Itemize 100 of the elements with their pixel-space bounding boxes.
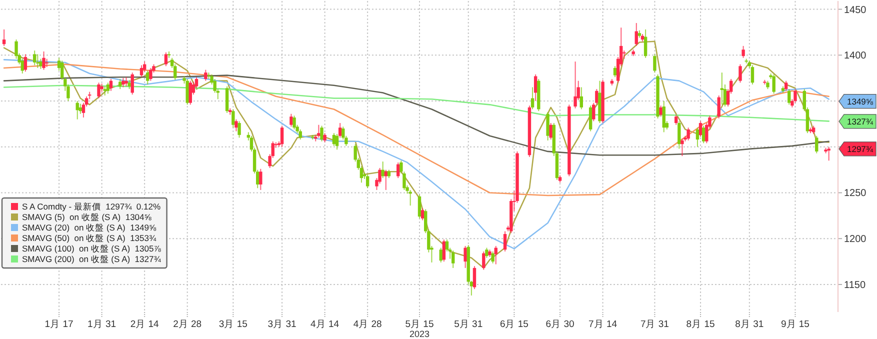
candlestick (232, 108, 235, 128)
candlestick (128, 79, 131, 90)
x-tick-label: 5月 15 (405, 319, 434, 330)
candlestick (188, 80, 192, 106)
legend-label: SMAVG (200) on 收盤 (S A) 1327¾ (22, 254, 162, 264)
candlestick (234, 118, 238, 132)
legend-label: SMAVG (20) on 收盤 (S A) 1349⅝ (22, 222, 157, 232)
tag: 1349⅝ (838, 94, 876, 109)
candlestick (225, 86, 229, 114)
candlestick (482, 250, 486, 270)
x-tick-label: 1月 17 (44, 319, 74, 330)
y-tick-label: 1150 (844, 280, 866, 291)
candlestick (442, 239, 446, 262)
annotation: 1327¾ (847, 116, 874, 126)
candlestick (33, 50, 36, 66)
candlestick (106, 82, 110, 94)
candlestick (827, 146, 830, 162)
candlestick (418, 194, 422, 219)
candlestick (204, 69, 208, 82)
candlestick (784, 80, 788, 92)
legend-label: SMAVG (50) on 收盤 (S A) 1353¾ (22, 233, 157, 243)
candlestick (122, 78, 125, 88)
candlestick (742, 45, 745, 58)
x-tick-label: 4月 28 (353, 319, 382, 330)
candlestick (702, 125, 706, 144)
annotation: 1349⅝ (847, 96, 874, 106)
candlestick (613, 66, 617, 78)
candlestick (146, 70, 150, 85)
candlestick (36, 54, 40, 68)
candlestick (452, 250, 455, 268)
candlestick (580, 86, 583, 110)
candlestick (595, 88, 598, 106)
candlestick (42, 50, 46, 70)
candlestick (97, 82, 100, 99)
candlestick (396, 162, 400, 179)
y-tick-label: 1250 (844, 188, 867, 200)
y-tick-label: 1450 (844, 4, 867, 16)
candlestick (292, 115, 296, 130)
x-tick-label: 2月 14 (130, 319, 159, 330)
tag: 1297¾ (838, 142, 876, 156)
x-tick-label: 5月 31 (454, 319, 483, 330)
candlestick (530, 86, 534, 110)
candlestick (381, 161, 384, 179)
candlestick (439, 247, 442, 263)
x-tick-label: 2月 28 (173, 319, 202, 330)
candlestick (164, 52, 168, 67)
candlestick (402, 171, 406, 190)
candlestick (686, 127, 690, 141)
x-tick-label: 8月 15 (686, 319, 715, 330)
candlestick (280, 125, 284, 148)
y-tick-label: 1400 (844, 50, 867, 62)
candlestick (546, 112, 550, 141)
candlestick (323, 132, 326, 143)
candlestick (549, 122, 552, 140)
candlestick (653, 54, 656, 74)
y-tick-label: 1200 (844, 234, 867, 246)
candlestick (124, 76, 128, 87)
candlestick (592, 102, 596, 122)
candlestick (149, 67, 152, 82)
candlestick (130, 72, 134, 96)
candlestick (186, 78, 189, 106)
candlestick (39, 58, 42, 70)
candlestick (384, 169, 388, 190)
candlestick (788, 88, 791, 106)
annotation: 1297¾ (847, 144, 874, 154)
x-tick-label: 3月 31 (268, 319, 296, 330)
candlestick (534, 74, 538, 102)
candlestick (503, 230, 507, 252)
x-tick-label: 3月 15 (218, 319, 248, 330)
candlestick (491, 250, 494, 264)
x-tick-label: 6月 30 (546, 319, 574, 330)
candlestick (662, 100, 666, 133)
candlestick (772, 74, 776, 94)
candlestick (259, 168, 262, 190)
x-tick-label: 7月 31 (640, 319, 669, 330)
candlestick (366, 174, 370, 189)
x-tick-label: 4月 14 (310, 319, 340, 330)
candlestick (472, 266, 476, 290)
candlestick (794, 88, 797, 104)
candlestick (574, 61, 577, 109)
candlestick (644, 28, 648, 58)
candlestick (118, 78, 122, 90)
candlestick (717, 94, 720, 119)
legend-label: SMAVG (100) on 收盤 (S A) 1305⅞ (22, 244, 162, 254)
candlestick (720, 72, 724, 106)
candlestick (335, 134, 339, 150)
tag: 1327¾ (838, 114, 876, 129)
candlestick (738, 64, 742, 84)
candlestick (698, 120, 702, 138)
candlestick (238, 120, 241, 138)
candlestick (332, 132, 336, 146)
legend-label: S A Comdty - 最新價 1297¾ 0.12% (22, 202, 161, 212)
candlestick (815, 135, 818, 154)
candlestick (674, 114, 678, 126)
x-tick-label: 8月 31 (735, 319, 764, 330)
candlestick (320, 125, 324, 142)
candlestick (420, 208, 424, 221)
candlestick (103, 86, 106, 96)
legend-label: SMAVG (5) on 收盤 (S A) 1304⅝ (22, 212, 152, 222)
candlestick (400, 160, 403, 174)
